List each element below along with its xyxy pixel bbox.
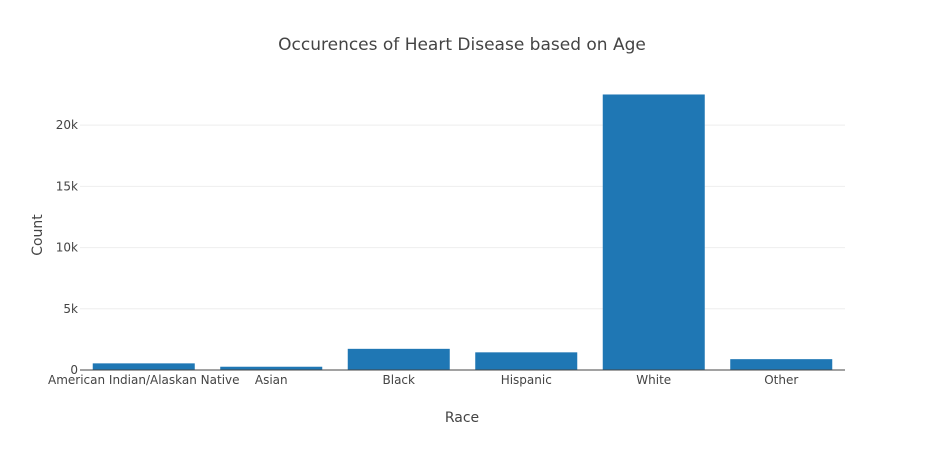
y-axis-title: Count xyxy=(30,214,46,256)
x-tick-label: Other xyxy=(764,373,798,387)
bar[interactable] xyxy=(475,352,578,370)
chart-title: Occurences of Heart Disease based on Age xyxy=(278,35,646,55)
gridlines xyxy=(80,124,845,310)
y-tick-label: 10k xyxy=(56,241,78,255)
bar[interactable] xyxy=(92,363,195,370)
y-tick-label: 20k xyxy=(56,118,78,132)
y-tick-label: 0 xyxy=(70,363,78,377)
x-tick-label: Hispanic xyxy=(501,373,552,387)
x-tick-labels: American Indian/Alaskan Native Asian Black… xyxy=(48,373,798,387)
x-axis-title: Race xyxy=(445,410,479,426)
bar[interactable] xyxy=(730,359,833,370)
y-tick-label: 5k xyxy=(63,302,78,316)
y-tick-label: 15k xyxy=(56,179,78,193)
bar[interactable] xyxy=(347,348,450,370)
x-tick-label: Black xyxy=(383,373,416,387)
bar[interactable] xyxy=(220,366,323,370)
bar[interactable] xyxy=(602,94,705,371)
y-tick-labels: 0 5k 10k 15k 20k xyxy=(56,118,78,377)
x-tick-label: White xyxy=(636,373,671,387)
x-tick-label: Asian xyxy=(255,373,288,387)
bars xyxy=(92,94,833,371)
x-tick-label: American Indian/Alaskan Native xyxy=(48,373,240,387)
